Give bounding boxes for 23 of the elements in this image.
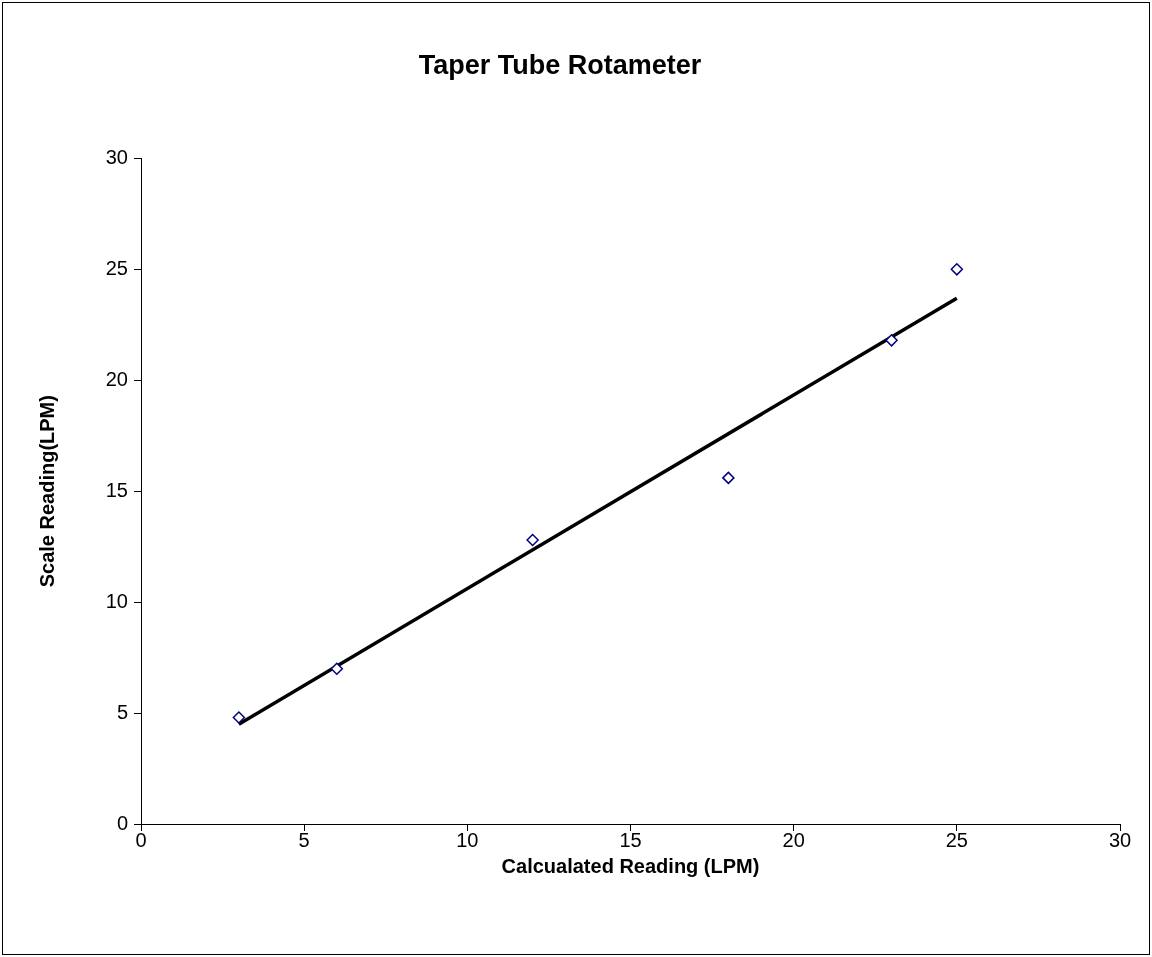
x-tick-label: 0 xyxy=(135,828,147,851)
point xyxy=(330,662,344,675)
y-tick-label: 20 xyxy=(105,367,128,390)
y-tick-label: 10 xyxy=(105,589,128,612)
x-tick-label: 25 xyxy=(945,828,968,851)
point xyxy=(950,263,964,276)
x-tick-label: 5 xyxy=(298,828,310,851)
y-axis-title: Scale Reading(LPM) xyxy=(35,395,58,588)
y-tick-label: 15 xyxy=(105,478,128,501)
chart-title: Taper Tube Rotameter xyxy=(418,49,702,80)
point xyxy=(885,334,898,347)
y-tick-label: 5 xyxy=(116,700,128,723)
y-tick-label: 30 xyxy=(105,145,128,168)
point xyxy=(232,711,246,724)
x-tick-label: 15 xyxy=(619,828,642,851)
y-tick-label: 0 xyxy=(116,811,128,834)
y-tick-label: 25 xyxy=(105,256,128,279)
point xyxy=(722,471,735,485)
x-tick-label: 10 xyxy=(456,828,479,851)
x-axis-title: Calcualated Reading (LPM) xyxy=(501,854,760,877)
point xyxy=(526,533,539,547)
x-tick-label: 20 xyxy=(782,828,805,851)
x-tick-label: 30 xyxy=(1108,828,1132,851)
